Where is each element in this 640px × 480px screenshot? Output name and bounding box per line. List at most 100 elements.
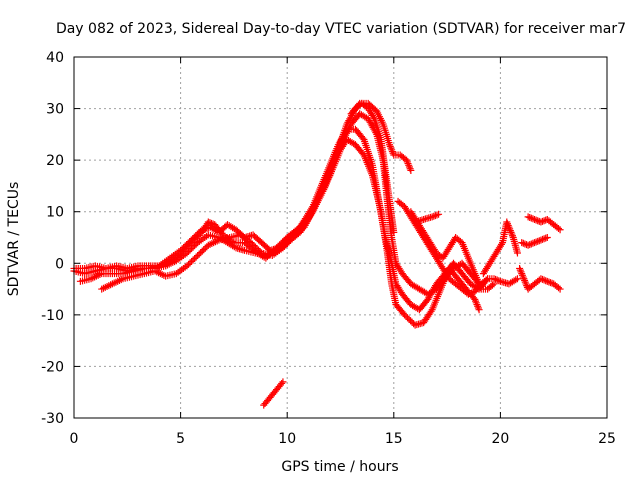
data-point (296, 228, 304, 236)
x-tick-label: 5 (176, 431, 185, 447)
data-point (521, 278, 529, 286)
data-point (192, 253, 200, 261)
data-point (527, 214, 535, 222)
y-tick-label: 30 (46, 102, 64, 118)
data-point (279, 378, 287, 386)
data-point (518, 270, 526, 278)
data-point (556, 226, 564, 234)
series-arc-13 (260, 378, 287, 409)
data-point (492, 275, 500, 283)
data-point (403, 156, 411, 164)
y-tick-label: 0 (55, 256, 64, 272)
data-point (402, 312, 410, 320)
data-point (522, 280, 530, 288)
data-point (198, 247, 206, 255)
data-point (390, 228, 398, 236)
data-point (497, 240, 505, 248)
data-point (186, 238, 194, 246)
data-point (185, 247, 193, 255)
data-point (291, 232, 299, 240)
data-point (183, 262, 191, 270)
data-point (475, 306, 483, 314)
y-tick-label: 10 (46, 205, 64, 221)
data-point (507, 228, 515, 236)
series-arc-10 (516, 264, 564, 293)
data-point (506, 227, 514, 235)
data-point (280, 242, 288, 250)
data-point (293, 231, 301, 239)
chart-title: Day 082 of 2023, Sidereal Day-to-day VTE… (56, 21, 626, 37)
data-point (537, 275, 545, 283)
data-point (539, 275, 547, 283)
data-point (473, 301, 481, 309)
series-arc-7 (407, 208, 498, 293)
series-arc-12 (518, 234, 551, 249)
data-point (185, 260, 193, 268)
series-arc-8 (411, 210, 443, 226)
data-point (524, 213, 532, 221)
data-point (556, 285, 564, 293)
data-point (191, 242, 199, 250)
data-point (539, 235, 547, 243)
data-point (516, 264, 524, 272)
data-point (471, 295, 479, 303)
data-point (407, 166, 415, 174)
data-point (505, 223, 513, 231)
data-point (543, 277, 551, 285)
data-point (529, 239, 537, 247)
data-point (542, 277, 550, 285)
data-point (493, 276, 501, 284)
data-point (495, 277, 503, 285)
data-point (186, 259, 194, 267)
tick-labels: 0 5 10 15 20 25 -30 -20 -10 0 10 20 30 40 (41, 50, 616, 447)
data-point (534, 217, 542, 225)
data-point (517, 268, 525, 276)
series-arc-4 (98, 99, 398, 293)
data-point (386, 141, 394, 149)
data-point (388, 148, 396, 156)
data-point (387, 144, 395, 152)
data-point (388, 146, 396, 154)
data-point (518, 271, 526, 279)
axis-ticks (73, 56, 608, 419)
data-point (177, 246, 185, 254)
data-point (513, 275, 521, 283)
data-point (284, 239, 292, 247)
data-point (195, 250, 203, 258)
data-point (297, 226, 305, 234)
data-point (532, 238, 540, 246)
data-point (290, 234, 298, 241)
data-point (506, 225, 514, 233)
x-axis-label: GPS time / hours (281, 459, 398, 475)
data-point (508, 232, 516, 240)
data-point (431, 212, 439, 220)
data-point (408, 318, 416, 326)
data-point (554, 284, 562, 292)
data-point (527, 240, 535, 248)
data-point (520, 275, 528, 283)
data-point (535, 237, 543, 245)
data-point (490, 280, 498, 288)
data-point (547, 279, 555, 287)
data-point (504, 220, 512, 228)
data-point (370, 113, 378, 121)
data-point (532, 216, 540, 224)
data-point (428, 213, 436, 221)
data-point (282, 241, 290, 249)
data-point (468, 289, 476, 297)
data-point (554, 224, 562, 232)
data-point (508, 230, 516, 238)
data-point (180, 243, 188, 251)
data-point (545, 278, 553, 286)
data-point (537, 236, 545, 244)
data-point (252, 243, 260, 251)
data-point (192, 232, 200, 240)
data-point (256, 247, 264, 255)
data-point (178, 245, 186, 253)
y-tick-label: -30 (41, 411, 64, 427)
data-point (193, 230, 201, 238)
data-point (531, 215, 539, 223)
data-point (474, 304, 482, 312)
data-point (294, 229, 302, 237)
data-point (407, 317, 415, 325)
